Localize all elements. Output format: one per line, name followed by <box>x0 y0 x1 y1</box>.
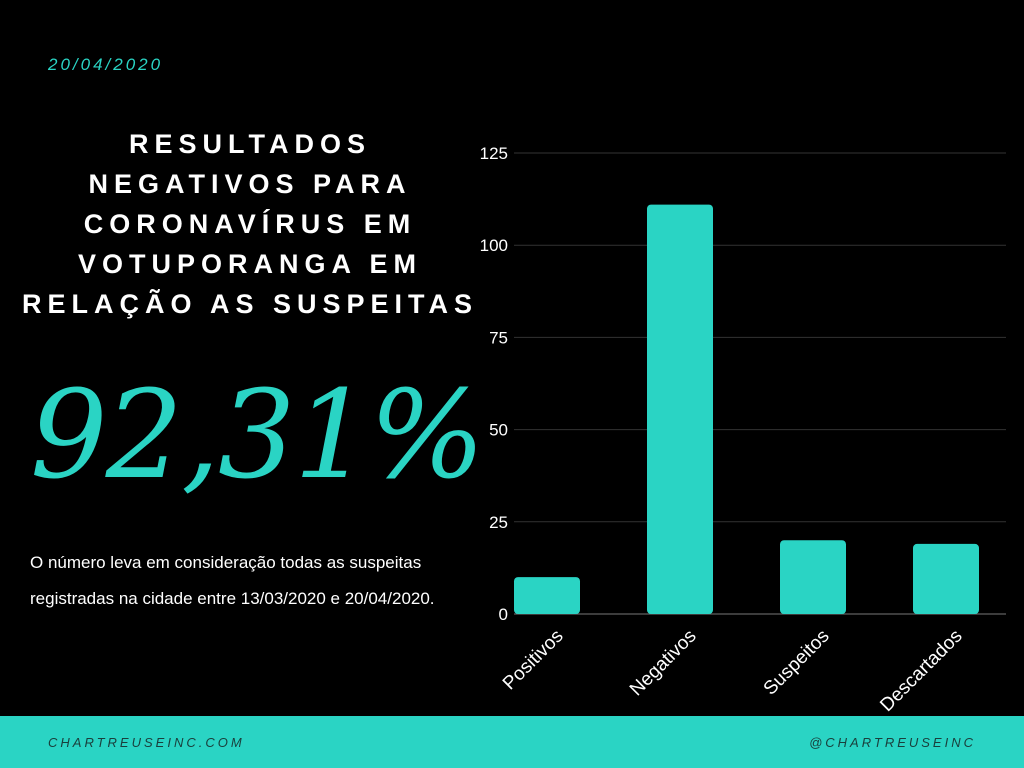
bar <box>514 577 580 614</box>
x-tick-label: Positivos <box>499 626 568 695</box>
explanatory-note: O número leva em consideração todas as s… <box>30 553 435 608</box>
y-tick-label: 25 <box>489 513 508 532</box>
x-tick-label: Descartados <box>876 626 966 716</box>
headline-line: CORONAVÍRUS EM <box>83 209 417 239</box>
headline-line: RELAÇÃO AS SUSPEITAS <box>21 289 479 319</box>
y-tick-label: 100 <box>480 236 508 255</box>
bar <box>913 543 979 614</box>
y-tick-label: 0 <box>499 605 508 624</box>
x-tick-label: Suspeitos <box>760 626 834 700</box>
headline-line: RESULTADOS <box>129 129 371 159</box>
date-label: 20/04/2020 <box>48 55 164 74</box>
bar <box>647 204 713 614</box>
footer-website[interactable]: CHARTREUSEINC.COM <box>48 735 245 750</box>
footer-bar: CHARTREUSEINC.COM @CHARTREUSEINC <box>0 716 1024 768</box>
headline-title: RESULTADOS NEGATIVOS PARA CORONAVÍRUS EM… <box>20 124 480 324</box>
headline-line: NEGATIVOS PARA <box>88 169 412 199</box>
y-tick-label: 75 <box>489 328 508 347</box>
bar <box>780 540 846 614</box>
x-tick-label: Negativos <box>626 626 701 701</box>
bar-chart: 0 25 50 75 100 125 Positivos Negativos Suspeitos… <box>470 130 1024 730</box>
y-tick-label: 50 <box>489 421 508 440</box>
percentage-value: 92,31% <box>30 364 485 506</box>
y-tick-label: 125 <box>480 144 508 163</box>
footer-handle[interactable]: @CHARTREUSEINC <box>809 735 976 750</box>
headline-line: VOTUPORANGA EM <box>77 249 422 279</box>
bar-chart-svg: 0 25 50 75 100 125 Positivos Negativos Suspeitos… <box>480 144 1006 716</box>
